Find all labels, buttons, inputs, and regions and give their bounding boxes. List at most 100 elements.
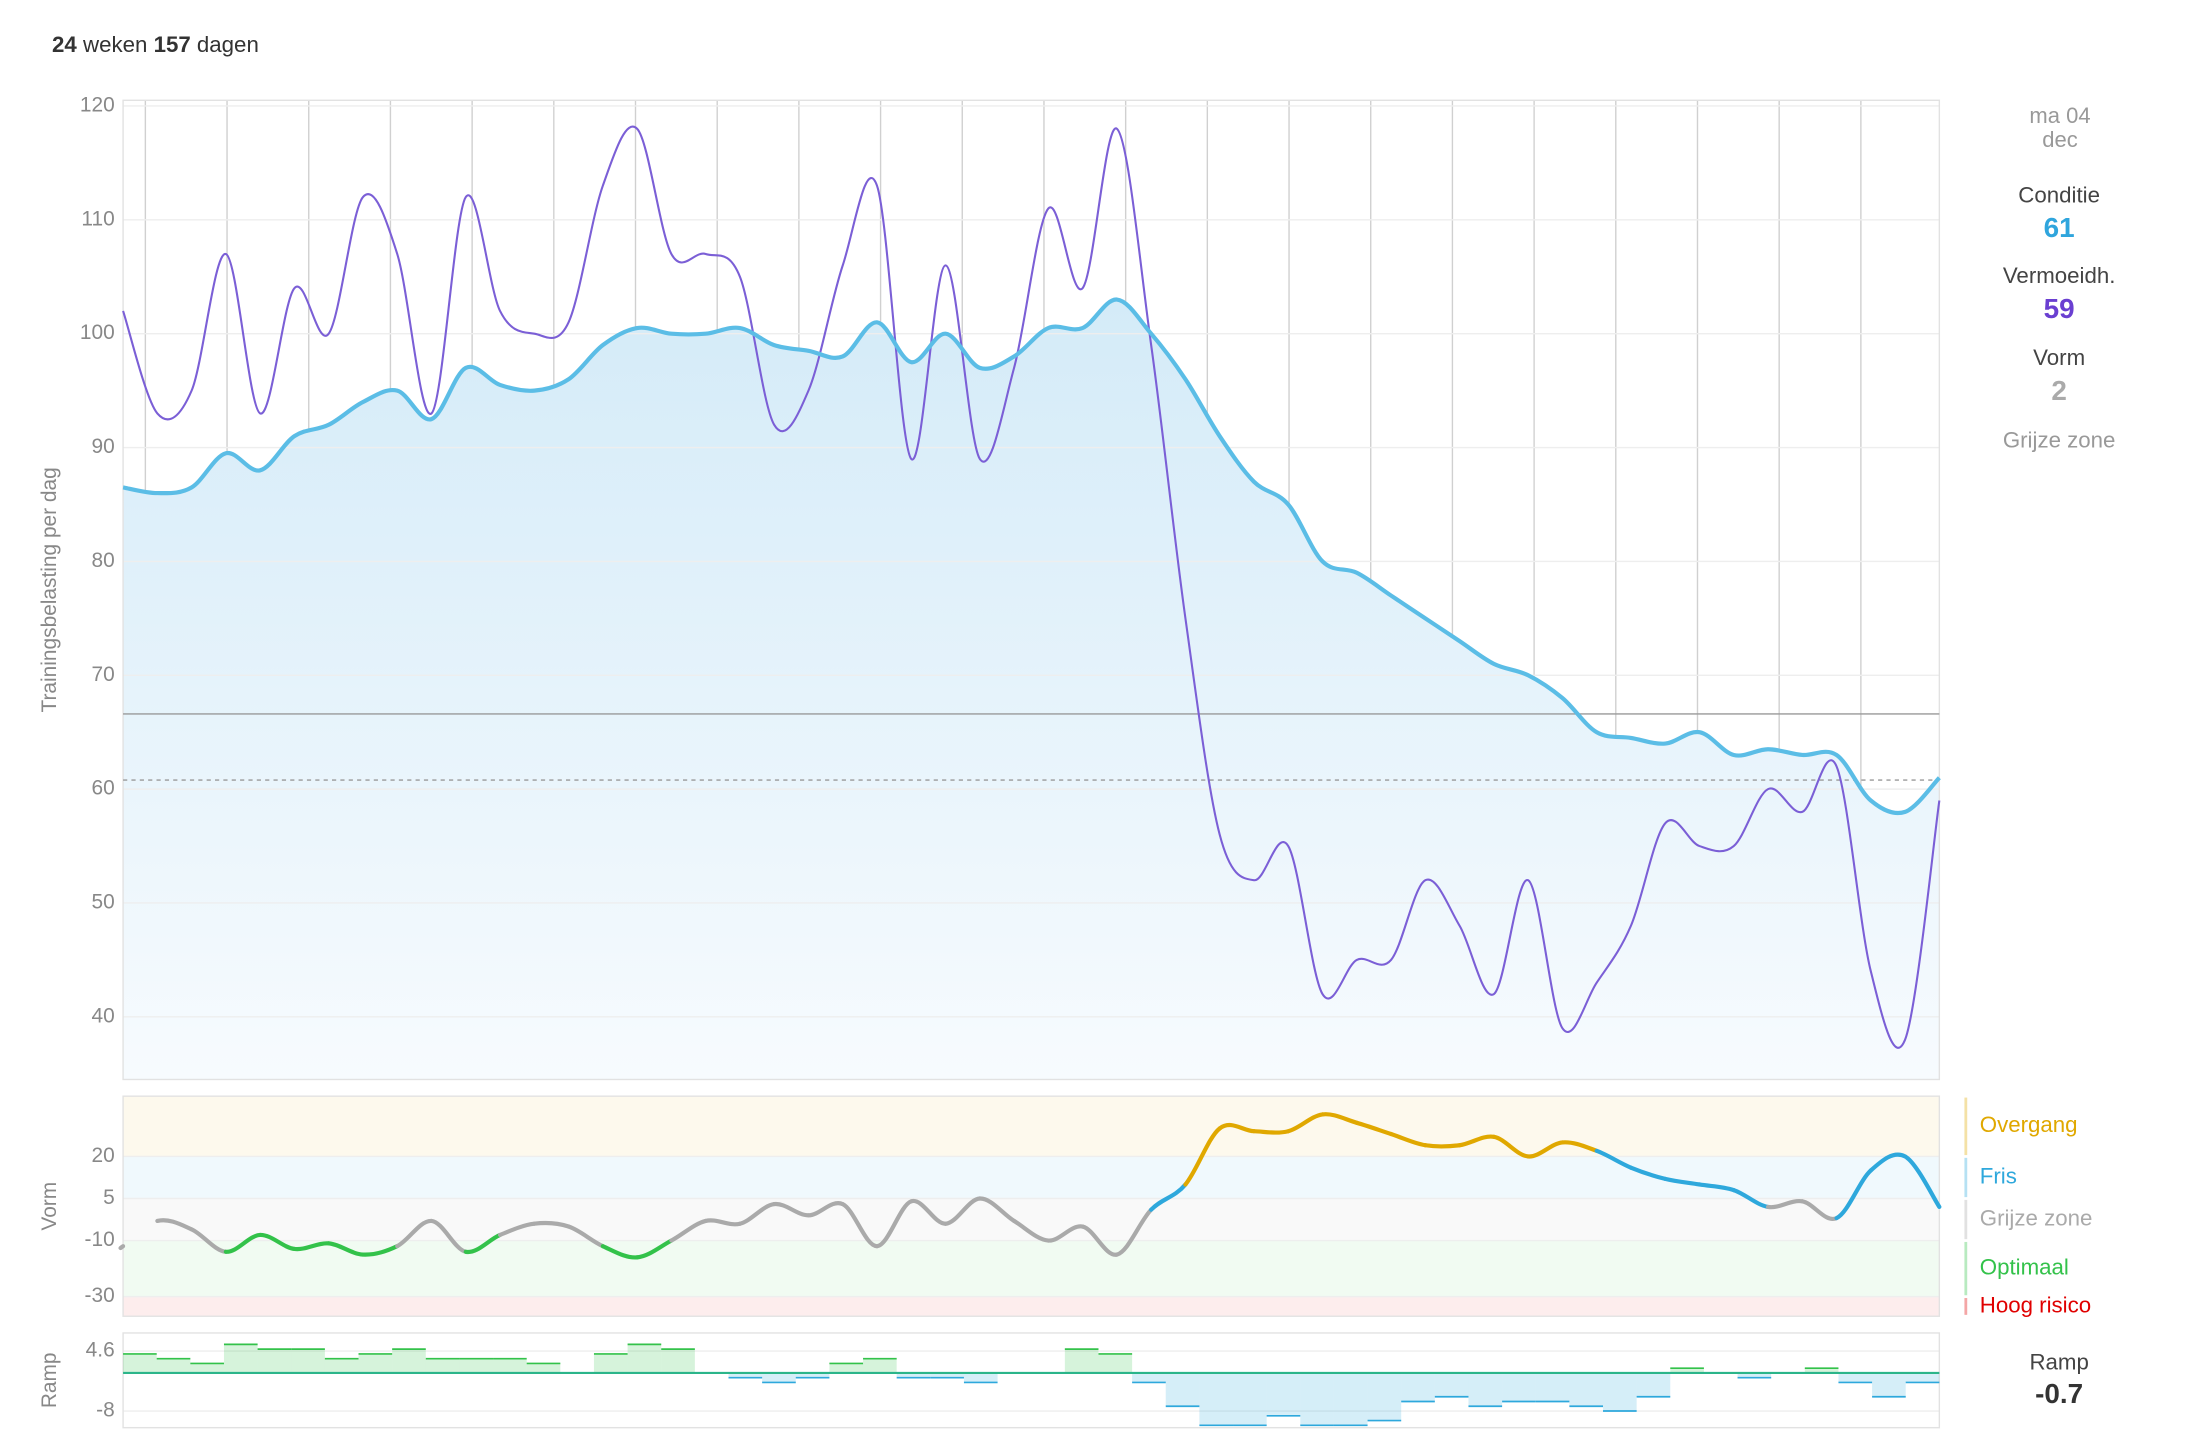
vorm-segment — [189, 1227, 228, 1254]
vorm-segment — [292, 1241, 331, 1252]
ramp-bar — [1401, 1372, 1435, 1402]
vorm-segment — [874, 1199, 914, 1249]
vorm-segment — [1388, 1131, 1428, 1148]
plot-frame — [122, 1332, 1941, 1429]
vorm-segment — [669, 1218, 708, 1243]
y-axis-title: Vorm — [38, 1182, 61, 1231]
ramp-bar — [190, 1363, 224, 1373]
vorm-segment — [840, 1202, 880, 1249]
vorm-segment — [737, 1202, 777, 1226]
vorm-segment — [1011, 1218, 1051, 1243]
ramp-bar — [1165, 1372, 1200, 1407]
ramp-bar — [358, 1353, 393, 1373]
vorm-segment — [806, 1201, 845, 1218]
vorm-segment — [532, 1220, 571, 1229]
zone-band — [123, 1240, 1940, 1297]
vorm-segment — [395, 1218, 434, 1249]
vorm-segment — [326, 1241, 366, 1257]
ramp-bar — [1064, 1349, 1099, 1373]
zone-band — [123, 1096, 1940, 1157]
vorm-segment — [1457, 1134, 1496, 1148]
y-axis-title: Ramp — [38, 1352, 61, 1408]
ramp-bar — [1098, 1353, 1133, 1373]
vorm-segment — [1526, 1140, 1565, 1159]
vorm-segment — [1868, 1152, 1908, 1173]
vorm-segment — [1080, 1224, 1119, 1257]
ramp-bar — [223, 1344, 258, 1373]
vorm-segment — [1183, 1126, 1222, 1187]
line — [122, 297, 1941, 816]
ramp-bar — [863, 1358, 897, 1373]
y-axis-title: Trainingsbelasting per dag — [38, 467, 61, 712]
vorm-segment — [429, 1218, 468, 1254]
ramp-bar — [1569, 1372, 1604, 1407]
vorm-segment — [155, 1218, 194, 1232]
ramp-bar — [526, 1363, 561, 1373]
zone-marker — [1964, 1157, 1968, 1198]
ramp-bar — [1132, 1372, 1166, 1383]
ramp-bar — [324, 1358, 359, 1373]
ramp-bar — [291, 1349, 325, 1373]
ramp-bar — [593, 1353, 628, 1373]
y-tick-label: -10 — [85, 1228, 115, 1251]
vorm-segment — [566, 1224, 605, 1249]
days: 157 — [154, 32, 191, 57]
ramp-label: Ramp — [2029, 1349, 2088, 1374]
vorm-segment — [1560, 1140, 1599, 1153]
y-tick-label: 120 — [80, 93, 115, 116]
vorm-segment — [1903, 1154, 1942, 1210]
y-tick-label: -30 — [85, 1284, 115, 1307]
ramp-bar — [1905, 1372, 1940, 1383]
vorm-segment — [1251, 1129, 1291, 1135]
vorm-segment — [1423, 1143, 1462, 1149]
vorm-segment — [635, 1238, 674, 1260]
weeks: 24 — [52, 32, 77, 57]
vorm-value: 2 — [2051, 375, 2066, 406]
ramp-bar — [829, 1363, 864, 1373]
vorm-segment — [1663, 1176, 1702, 1187]
y-tick-label: 60 — [91, 777, 114, 800]
zone-marker — [1964, 1298, 1968, 1315]
ramp-bar — [795, 1372, 830, 1378]
ramp-bar — [762, 1372, 796, 1383]
vorm-segment — [223, 1232, 263, 1254]
vorm-segment — [600, 1244, 640, 1260]
vorm-segment — [1046, 1224, 1085, 1243]
vorm-segment — [1731, 1188, 1771, 1210]
ramp-bar — [1333, 1372, 1368, 1426]
ramp-bar — [493, 1358, 527, 1373]
vermoeidheid-label: Vermoeidh. — [2003, 263, 2116, 288]
ramp-bar — [896, 1372, 931, 1378]
zone-label: Grijze zone — [2003, 427, 2116, 452]
y-tick-label: 100 — [80, 321, 115, 344]
zone-label: Fris — [1980, 1163, 2017, 1188]
vorm-segment — [943, 1196, 982, 1226]
vorm-segment — [1765, 1199, 1805, 1210]
y-tick-label: 110 — [81, 207, 114, 230]
date: ma 04 dec — [2029, 103, 2091, 152]
ramp-bar — [1838, 1372, 1873, 1383]
ramp-bar — [1535, 1372, 1570, 1402]
vorm-segment — [772, 1202, 811, 1218]
conditie-value: 61 — [2044, 212, 2075, 243]
header: 24 weken 157 dagen — [52, 32, 259, 57]
zone-marker — [1964, 1097, 1968, 1156]
ramp-bar — [1737, 1372, 1772, 1378]
ramp-bar — [123, 1353, 157, 1373]
ramp-bar — [1872, 1372, 1906, 1397]
ramp-bar — [1468, 1372, 1503, 1407]
ramp-value: -0.7 — [2035, 1378, 2083, 1409]
zone-label: Grijze zone — [1980, 1205, 2093, 1230]
y-tick-label: 4.6 — [86, 1339, 115, 1362]
vorm-segment — [1114, 1207, 1154, 1257]
vorm-segment — [1594, 1148, 1634, 1170]
ramp-bar — [1266, 1372, 1301, 1416]
zone-marker — [1964, 1199, 1968, 1240]
y-tick-label: 50 — [91, 891, 114, 914]
vorm-segment — [258, 1232, 297, 1252]
vorm-segment — [703, 1218, 743, 1227]
ramp-bar — [627, 1344, 662, 1373]
y-tick-label: 40 — [91, 1004, 114, 1027]
vorm-segment — [1628, 1165, 1668, 1181]
